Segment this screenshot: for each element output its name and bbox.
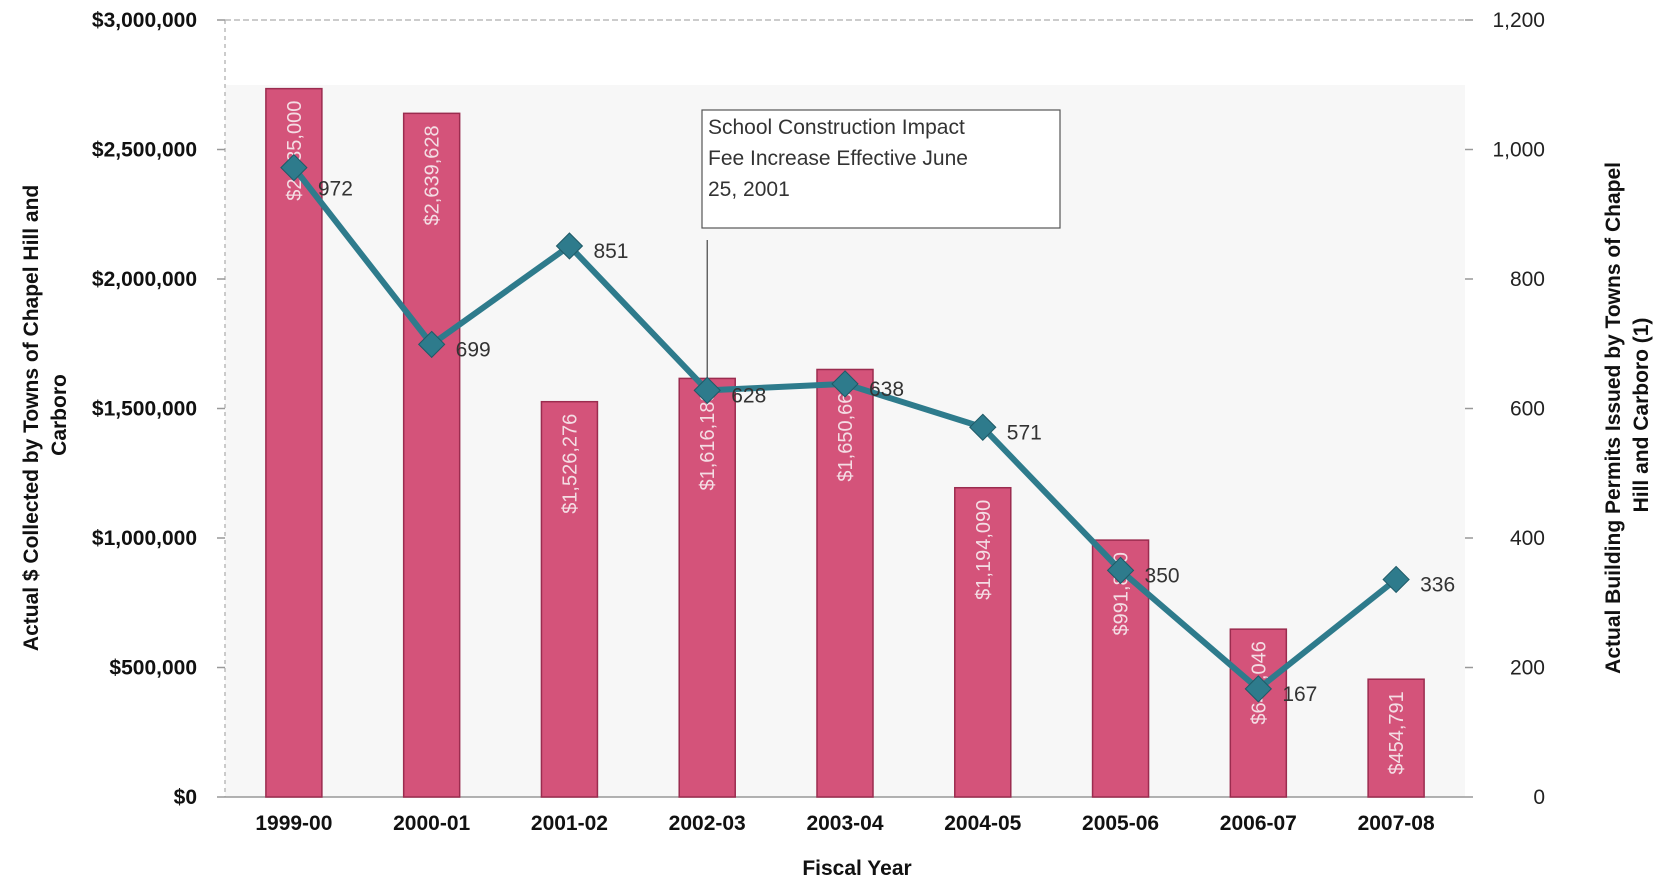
x-axis-title: Fiscal Year: [802, 857, 911, 880]
line-marker: [1106, 556, 1135, 585]
category-tick-label: 2006-07: [1220, 812, 1297, 835]
left-tick-label: $3,000,000: [92, 9, 197, 32]
bar-value-label: $2,639,628: [422, 125, 444, 225]
left-tick-label: $1,500,000: [92, 398, 197, 421]
left-axis-title-line-1: Actual $ Collected by Towns of Chapel Hi…: [20, 185, 43, 651]
annotation: School Construction Impact Fee Increase E…: [701, 109, 1061, 395]
right-axis-title-line-2: Hill and Carboro (1): [1630, 318, 1653, 513]
category-tick-label: 2001-02: [531, 812, 608, 835]
bar: [678, 377, 736, 798]
right-axis-ticks: 0 200 400 600 800 1,000 1,200: [1465, 9, 1545, 809]
line-marker: [280, 153, 308, 182]
line-value-label: 638: [869, 378, 904, 401]
left-axis-ticks: $0 $500,000 $1,000,000 $1,500,000 $2,000,000…: [92, 9, 225, 809]
left-axis-title: Actual $ Collected by Towns of Chapel Hi…: [20, 179, 71, 651]
left-tick-label: $2,000,000: [92, 268, 197, 291]
line-series: 972 699 851 628 638 571 350 167 336: [280, 153, 1455, 706]
bar: [402, 112, 461, 798]
line-value-label: 972: [318, 178, 353, 201]
annotation-text-line: Fee Increase Effective June: [708, 147, 968, 170]
bar: [954, 486, 1012, 798]
category-tick-label: 2007-08: [1358, 812, 1435, 835]
line-value-label: 167: [1282, 683, 1317, 706]
bar-value-label: $1,194,090: [973, 500, 995, 600]
bar-value-label: $1,650,664: [835, 381, 857, 481]
category-tick-label: 2002-03: [669, 812, 746, 835]
right-tick-label: 1,000: [1492, 139, 1545, 162]
line-value-label: 350: [1145, 564, 1180, 587]
bar: [265, 87, 323, 798]
bar: [1367, 678, 1425, 798]
category-tick-label: 2003-04: [806, 812, 883, 835]
left-tick-label: $2,500,000: [92, 139, 197, 162]
bar: [1229, 628, 1288, 798]
annotation-box: [701, 109, 1061, 229]
line-value-label: 628: [731, 384, 766, 407]
category-tick-label: 2005-06: [1082, 812, 1159, 835]
category-tick-label: 2004-05: [944, 812, 1021, 835]
bar-value-label: $2,735,000: [284, 101, 306, 201]
line-value-label: 336: [1420, 573, 1455, 596]
right-tick-label: 400: [1510, 527, 1545, 550]
right-tick-label: 800: [1510, 268, 1545, 291]
right-tick-label: 200: [1510, 657, 1545, 680]
bar-series: $2,735,000 $2,639,628 $1,526,276 $1,616,188…: [265, 87, 1425, 798]
line-marker: [1244, 675, 1273, 703]
line-value-label: 699: [456, 338, 491, 361]
annotation-text-line: School Construction Impact: [708, 116, 965, 139]
line-marker: [693, 376, 721, 405]
line-marker: [417, 330, 446, 359]
right-tick-label: 600: [1510, 398, 1545, 421]
right-axis-title: Actual Building Permits Issued by Towns …: [1602, 156, 1653, 674]
line-value-label: 571: [1007, 421, 1042, 444]
category-axis-ticks: 1999-00 2000-01 2001-02 2002-03 2003-04 2004-…: [255, 812, 1435, 835]
category-tick-label: 1999-00: [255, 812, 332, 835]
bar-value-label: $454,791: [1386, 691, 1408, 774]
right-axis-title-line-1: Actual Building Permits Issued by Towns …: [1602, 162, 1625, 674]
bar-value-label: $1,526,276: [559, 414, 581, 514]
left-tick-label: $0: [174, 786, 197, 809]
bar: [816, 368, 874, 798]
line-value-label: 851: [593, 240, 628, 263]
right-tick-label: 1,200: [1492, 9, 1545, 32]
left-tick-label: $1,000,000: [92, 527, 197, 550]
line-marker: [555, 232, 584, 260]
bar-value-label: $1,616,188: [697, 390, 719, 490]
left-axis-title-line-2: Carboro: [48, 374, 71, 456]
line-marker: [1382, 565, 1410, 594]
line-marker: [969, 413, 997, 441]
line-marker: [831, 370, 859, 398]
annotation-text-line: 25, 2001: [708, 178, 790, 201]
category-tick-label: 2000-01: [393, 812, 470, 835]
bar: [540, 400, 599, 798]
left-tick-label: $500,000: [109, 657, 197, 680]
right-tick-label: 0: [1533, 786, 1545, 809]
